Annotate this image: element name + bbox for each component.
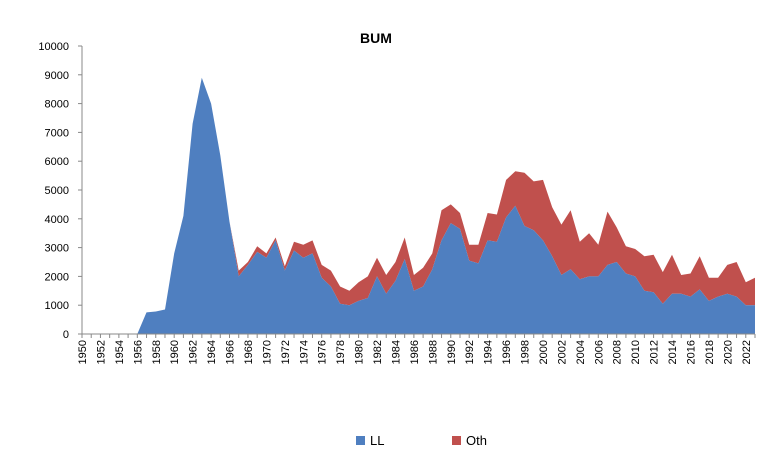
x-tick-label: 1954: [114, 340, 126, 364]
x-tick-label: 2000: [538, 340, 550, 364]
x-tick-label: 1996: [501, 340, 513, 364]
x-tick-label: 2022: [741, 340, 753, 364]
chart-title: BUM: [360, 30, 392, 46]
plot-area: [82, 77, 755, 334]
x-tick-label: 1980: [354, 340, 366, 364]
x-axis: 1950 1952 1954 1956 1958 1960 1962 1964 1966 1968…: [77, 333, 756, 364]
y-tick-label: 1000: [45, 300, 69, 312]
y-axis: 0 1000 2000 3000 4000 5000 6000 7000 8000 9000 100…: [38, 41, 83, 341]
x-tick-label: 1984: [390, 340, 402, 364]
x-tick-label: 2016: [685, 340, 697, 364]
x-tick-label: 1998: [520, 340, 532, 364]
x-tick-label: 1956: [132, 340, 144, 364]
x-tick-label: 2004: [575, 340, 587, 364]
x-tick-label: 2010: [630, 340, 642, 364]
x-tick-label: 1976: [317, 340, 329, 364]
x-tick-label: 1968: [243, 340, 255, 364]
y-tick-label: 2000: [45, 271, 69, 283]
x-tick-label: 1964: [206, 340, 218, 364]
x-tick-label: 1988: [427, 340, 439, 364]
x-tick-label: 1966: [225, 340, 237, 364]
x-tick-label: 2020: [722, 340, 734, 364]
area-series-ll: [82, 77, 755, 334]
x-tick-label: 1960: [169, 340, 181, 364]
x-tick-label: 1970: [261, 340, 273, 364]
x-tick-label: 2012: [649, 340, 661, 364]
x-tick-label: 1974: [298, 340, 310, 364]
y-tick-label: 8000: [45, 99, 69, 111]
legend: LL Oth: [356, 433, 487, 448]
x-tick-label: 2006: [593, 340, 605, 364]
y-tick-label: 7000: [45, 127, 69, 139]
y-tick-label: 0: [63, 329, 69, 341]
x-tick-label: 1958: [151, 340, 163, 364]
x-tick-label: 1972: [280, 340, 292, 364]
x-tick-label: 1994: [483, 340, 495, 364]
x-tick-label: 1986: [409, 340, 421, 364]
x-tick-label: 2008: [612, 340, 624, 364]
x-tick-label: 1990: [446, 340, 458, 364]
x-tick-label: 1952: [95, 340, 107, 364]
x-tick-label: 1992: [464, 340, 476, 364]
x-tick-label: 1950: [77, 340, 89, 364]
y-tick-label: 9000: [45, 70, 69, 82]
x-tick-label: 2002: [556, 340, 568, 364]
x-tick-label: 2018: [704, 340, 716, 364]
y-tick-label: 10000: [38, 41, 69, 53]
legend-swatch-oth: [452, 436, 461, 445]
x-tick-label: 1978: [335, 340, 347, 364]
legend-swatch-ll: [356, 436, 365, 445]
y-tick-label: 6000: [45, 156, 69, 168]
area-series-oth: [82, 77, 755, 334]
x-tick-label: 1982: [372, 340, 384, 364]
legend-label-oth: Oth: [466, 433, 487, 448]
x-tick-label: 1962: [188, 340, 200, 364]
x-tick-label: 2014: [667, 340, 679, 364]
y-tick-label: 3000: [45, 243, 69, 255]
legend-label-ll: LL: [370, 433, 384, 448]
y-tick-label: 4000: [45, 214, 69, 226]
y-tick-label: 5000: [45, 185, 69, 197]
